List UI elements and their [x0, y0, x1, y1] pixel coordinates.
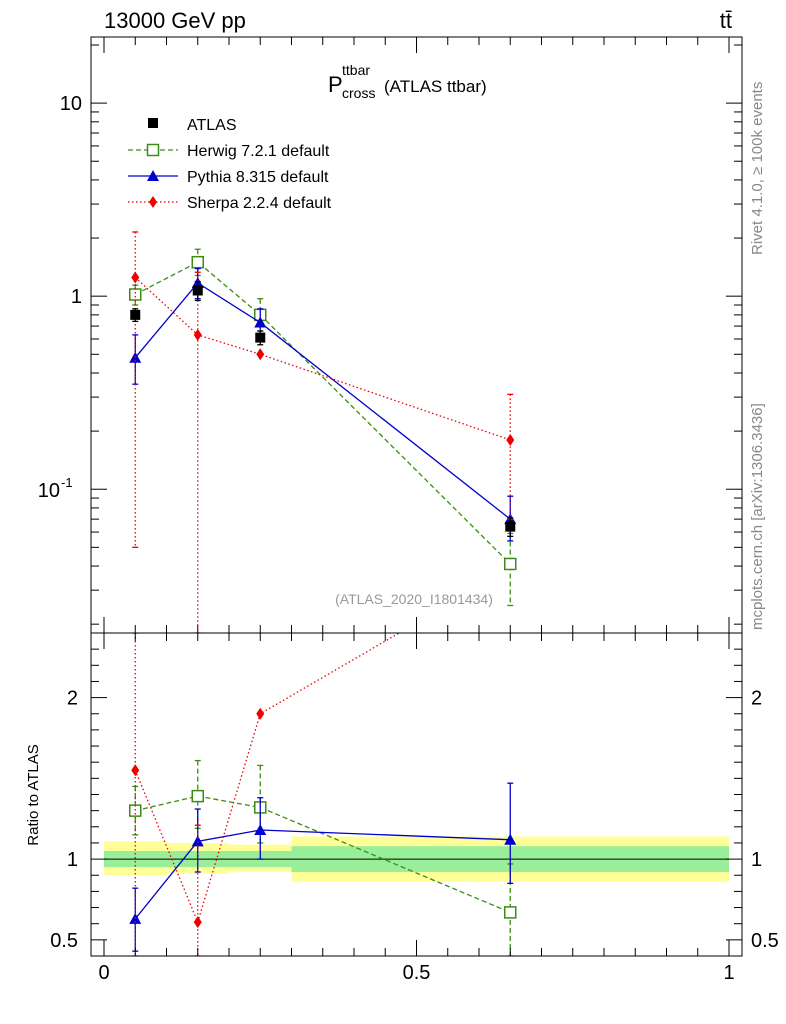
- herwig-line: [135, 795, 511, 913]
- legend-label-herwig: Herwig 7.2.1 default: [187, 143, 330, 160]
- ratio-y-tick-label-right: 0.5: [751, 930, 779, 952]
- plot-title-main: P: [328, 72, 343, 97]
- analysis-id: (ATLAS_2020_I1801434): [335, 591, 493, 607]
- sherpa-point: [256, 707, 265, 720]
- ratio-panel-frame: [90, 632, 743, 957]
- process-label: tt̄: [720, 8, 732, 33]
- legend-marker-sherpa: [149, 196, 157, 208]
- rivet-label: Rivet 4.1.0, ≥ 100k events: [749, 82, 766, 255]
- data-point: [130, 309, 141, 320]
- data-point: [255, 332, 266, 343]
- energy-label: 13000 GeV pp: [104, 8, 246, 33]
- legend-item-pythia: Pythia 8.315 default: [128, 169, 329, 186]
- legend-item-herwig: Herwig 7.2.1 default: [128, 143, 330, 160]
- herwig-point: [191, 789, 204, 803]
- legend-item-atlas: ATLAS: [148, 117, 237, 134]
- herwig-point: [191, 255, 204, 269]
- ratio-y-tick-label: 0.5: [50, 930, 78, 952]
- legend-marker-herwig: [146, 143, 160, 157]
- pythia-point: [254, 824, 267, 836]
- herwig-point: [504, 906, 517, 919]
- sherpa-point: [193, 328, 202, 341]
- data-point: [192, 285, 203, 296]
- x-tick-label: 0.5: [403, 962, 431, 984]
- sherpa-point: [193, 916, 202, 929]
- sherpa-point: [256, 348, 265, 361]
- y-tick-label-exponent: -1: [61, 475, 73, 490]
- mcplots-label: mcplots.cern.ch [arXiv:1306.3436]: [749, 403, 766, 630]
- pythia-point: [254, 316, 267, 328]
- ratio-y-tick-label: 2: [67, 688, 78, 710]
- legend-label-pythia: Pythia 8.315 default: [187, 169, 329, 186]
- sherpa-point: [506, 433, 515, 446]
- legend-marker-atlas: [148, 118, 158, 128]
- herwig-point: [129, 288, 142, 301]
- pythia-line: [134, 282, 511, 520]
- legend: ATLAS Herwig 7.2.1 default Pythia 8.315 …: [128, 117, 332, 212]
- ratio-y-tick-label-right: 1: [751, 849, 762, 871]
- x-tick-label: 0: [98, 962, 109, 984]
- ratio-y-tick-label: 1: [67, 849, 78, 871]
- legend-label-atlas: ATLAS: [187, 117, 237, 134]
- ratio-y-tick-label-right: 2: [751, 688, 762, 710]
- plot-title: P ttbar cross (ATLAS ttbar): [328, 62, 487, 101]
- legend-item-sherpa: Sherpa 2.2.4 default: [128, 195, 332, 212]
- sherpa-line: [134, 633, 401, 925]
- ratio-ylabel: Ratio to ATLAS: [25, 744, 42, 845]
- data-point: [505, 521, 516, 532]
- sherpa-line: [134, 276, 511, 441]
- plot-title-suffix: (ATLAS ttbar): [384, 77, 487, 96]
- y-tick-label: 1: [71, 286, 82, 308]
- sherpa-point: [131, 764, 140, 777]
- plot-title-sub: cross: [342, 85, 375, 101]
- pythia-point: [191, 835, 204, 847]
- y-tick-label: 10: [38, 480, 60, 502]
- pythia-line: [134, 829, 511, 920]
- plot-title-sup: ttbar: [342, 62, 370, 78]
- ratio-series: [129, 633, 517, 956]
- legend-label-sherpa: Sherpa 2.2.4 default: [187, 195, 332, 212]
- ratio-panel: 0 0.5 1 0.5 0.5 1 1 2 2 Ratio to ATLAS: [25, 632, 779, 984]
- sherpa-point: [131, 271, 140, 284]
- herwig-line: [134, 261, 511, 565]
- x-tick-label: 1: [723, 962, 734, 984]
- ratio-axis-ticks: 0 0.5 1 0.5 0.5 1 1 2 2: [50, 632, 779, 984]
- pythia-point: [504, 833, 517, 845]
- legend-marker-pythia: [147, 170, 159, 181]
- main-series: [129, 231, 517, 633]
- herwig-point: [504, 557, 517, 571]
- y-tick-label: 10: [60, 93, 82, 115]
